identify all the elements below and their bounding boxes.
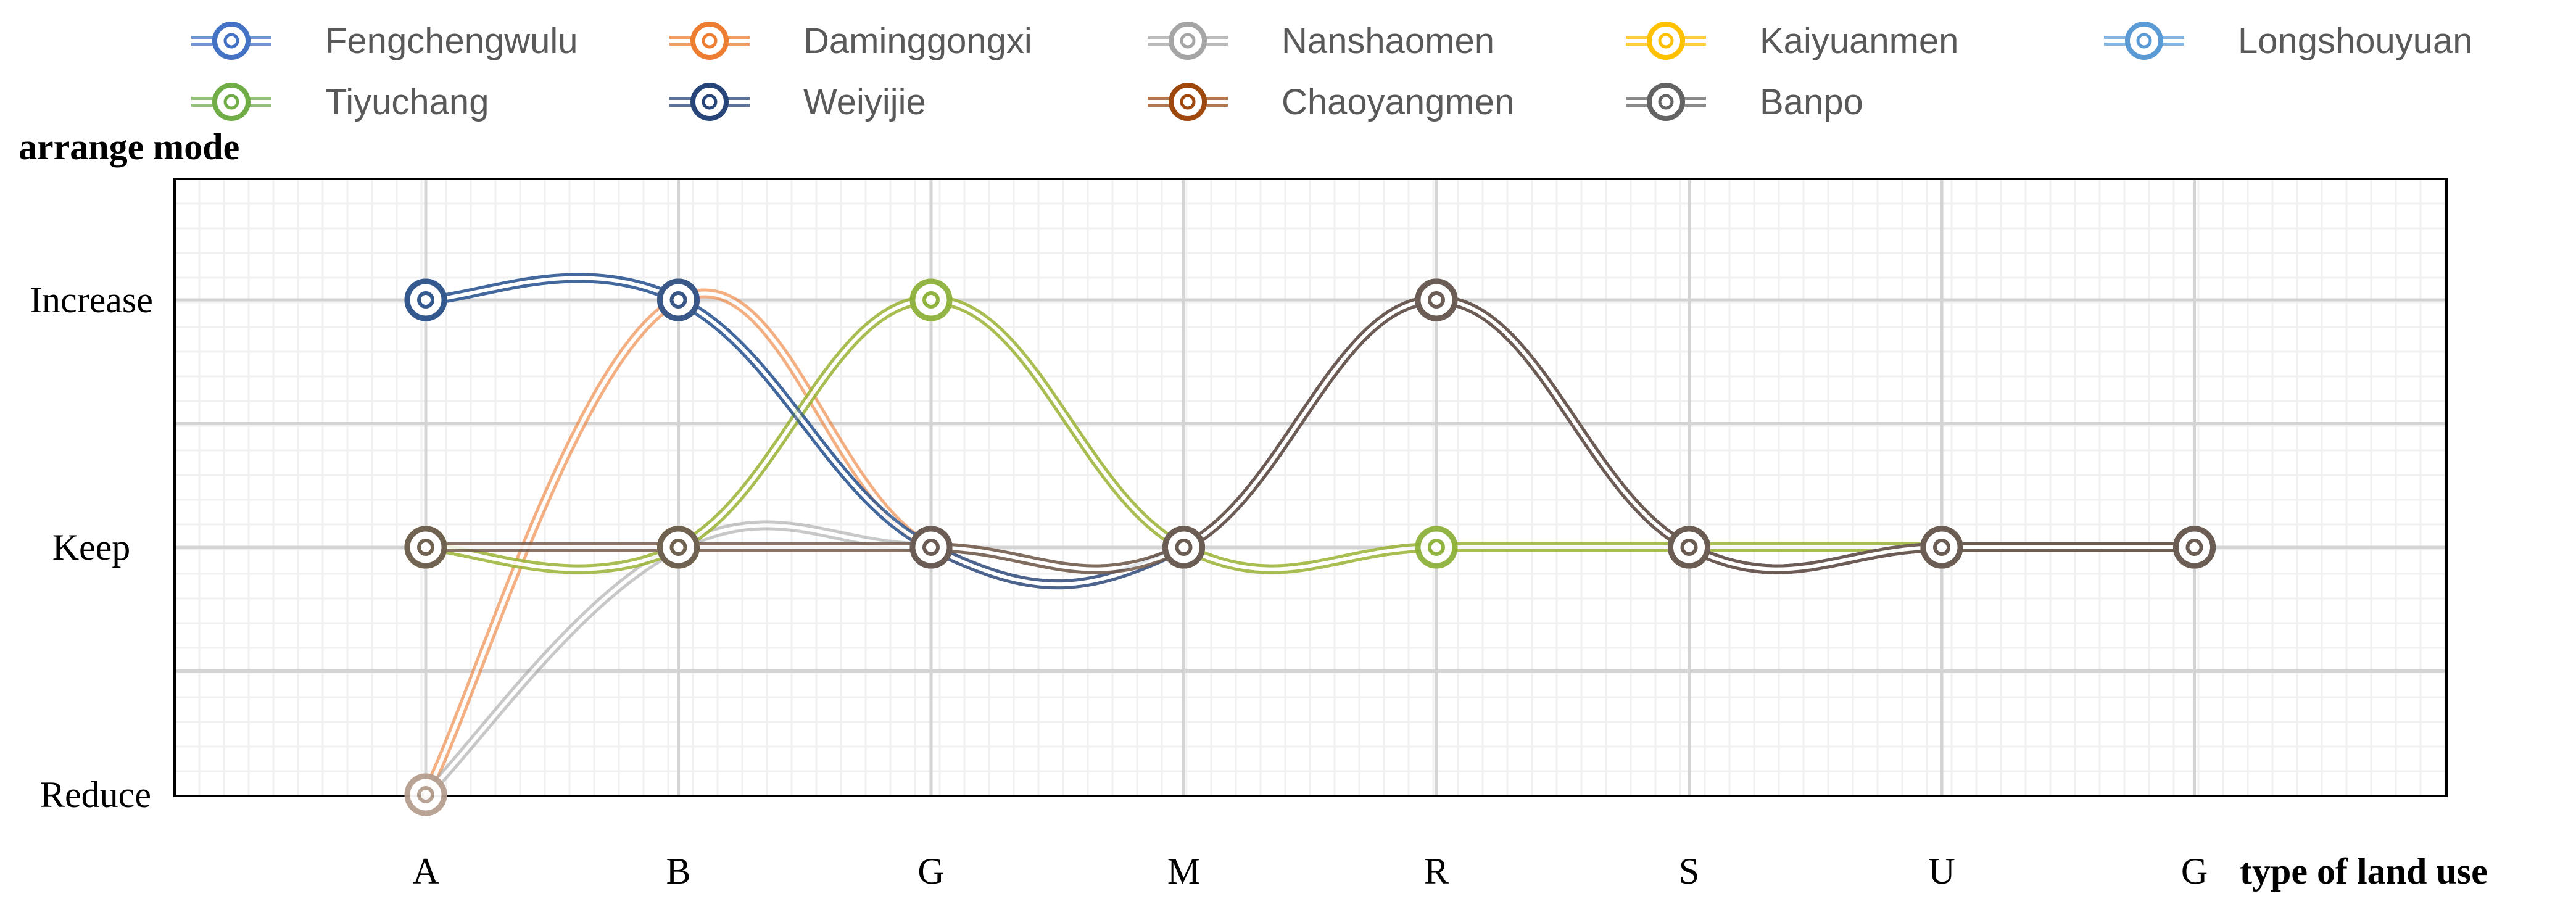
legend-marker xyxy=(1647,22,1685,60)
legend-item-chaoyangmen: Chaoyangmen xyxy=(1148,82,1514,122)
data-point xyxy=(1415,526,1458,569)
data-point-core xyxy=(1428,539,1445,556)
x-tick-label: U xyxy=(1928,851,1955,892)
legend-marker xyxy=(1647,83,1685,121)
legend-item-weiyijie: Weiyijie xyxy=(669,82,926,122)
data-point xyxy=(1668,526,1710,569)
legend-marker xyxy=(2125,22,2163,60)
legend-label: Kaiyuanmen xyxy=(1760,21,1958,61)
legend-marker-core xyxy=(223,94,239,110)
legend-marker-core xyxy=(702,94,718,110)
data-point xyxy=(1920,526,1963,569)
legend-label: Banpo xyxy=(1760,82,1863,122)
legend-marker xyxy=(212,83,251,121)
data-point-core xyxy=(669,291,687,309)
data-point xyxy=(404,526,447,569)
legend-marker-core xyxy=(2136,33,2152,49)
plot-grid xyxy=(175,179,2446,796)
data-point-core xyxy=(1175,539,1193,556)
data-point-core xyxy=(417,539,434,556)
x-tick-label: B xyxy=(666,851,690,892)
legend-item-fengchengwulu: Fengchengwulu xyxy=(191,21,578,61)
legend-label: Nanshaomen xyxy=(1282,21,1494,61)
marker-layer xyxy=(404,278,2216,816)
data-point-core xyxy=(417,786,434,803)
data-point xyxy=(657,526,700,569)
legend-item-nanshaomen: Nanshaomen xyxy=(1148,21,1494,61)
y-axis-title: arrange mode xyxy=(19,126,239,167)
legend-item-daminggongxi: Daminggongxi xyxy=(669,21,1032,61)
legend-marker-core xyxy=(702,33,718,49)
x-tick-label: G xyxy=(917,851,944,892)
legend-marker xyxy=(690,83,729,121)
markers-banpo xyxy=(404,278,2216,569)
data-point xyxy=(909,278,953,321)
series-line-inner xyxy=(424,297,2197,571)
legend-marker xyxy=(690,22,729,60)
data-point-core xyxy=(2185,539,2203,556)
data-point-core xyxy=(417,291,434,309)
legend-label: Tiyuchang xyxy=(325,82,489,122)
legend-marker-core xyxy=(223,33,239,49)
legend-marker-core xyxy=(1180,94,1196,110)
legend-label: Longshouyuan xyxy=(2238,21,2473,61)
x-tick-label: G xyxy=(2181,851,2208,892)
x-tick-label: S xyxy=(1679,851,1699,892)
legend-item-tiyuchang: Tiyuchang xyxy=(191,82,489,122)
series-tiyuchang xyxy=(421,294,2200,574)
y-tick-label: Reduce xyxy=(40,774,151,815)
x-tick-label: R xyxy=(1424,851,1449,892)
legend-item-longshouyuan: Longshouyuan xyxy=(2104,21,2473,61)
plot-area-border xyxy=(173,178,2448,797)
y-tick-label: Keep xyxy=(52,527,131,568)
x-tick-label: A xyxy=(412,851,439,892)
legend-marker xyxy=(1169,22,1207,60)
data-point xyxy=(404,278,447,321)
legend-label: Weiyijie xyxy=(803,82,926,122)
data-point-core xyxy=(669,539,687,556)
legend: Fengchengwulu Daminggongxi Nanshaomen Kaiyu… xyxy=(191,21,2473,122)
data-point-core xyxy=(922,291,940,309)
y-axis-ticks: Reduce Keep Increase xyxy=(30,280,153,815)
series-line-inner xyxy=(424,297,2197,571)
legend-marker-core xyxy=(1658,94,1674,110)
data-point xyxy=(404,773,447,816)
x-axis-title: type of land use xyxy=(2240,851,2488,892)
legend-marker xyxy=(1169,83,1207,121)
data-point xyxy=(909,526,953,569)
data-point xyxy=(1162,526,1205,569)
legend-label: Fengchengwulu xyxy=(325,21,578,61)
legend-marker-core xyxy=(1658,33,1674,49)
legend-item-kaiyuanmen: Kaiyuanmen xyxy=(1626,21,1958,61)
legend-label: Chaoyangmen xyxy=(1282,82,1514,122)
legend-marker xyxy=(212,22,251,60)
legend-item-banpo: Banpo xyxy=(1626,82,1863,122)
data-point xyxy=(1415,278,1458,321)
y-tick-label: Increase xyxy=(30,280,153,320)
data-point-core xyxy=(1933,539,1950,556)
legend-label: Daminggongxi xyxy=(803,21,1032,61)
data-point xyxy=(657,278,700,321)
data-point xyxy=(2173,526,2216,569)
x-tick-label: M xyxy=(1167,851,1200,892)
data-point-core xyxy=(1428,291,1445,309)
series-banpo xyxy=(421,294,2200,574)
legend-marker-core xyxy=(1180,33,1196,49)
data-point-core xyxy=(922,539,940,556)
data-point-core xyxy=(1680,539,1698,556)
